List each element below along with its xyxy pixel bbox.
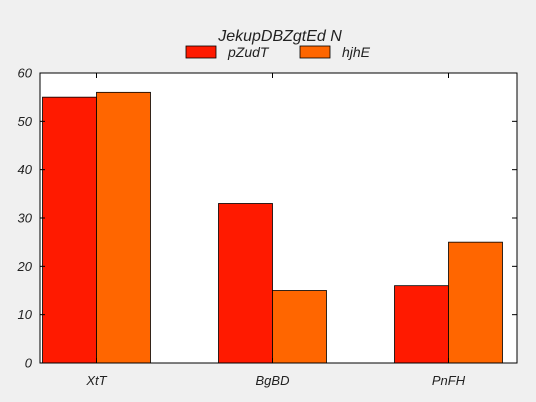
x-tick-label-xtt: XtT [85, 373, 107, 388]
y-tick-label-10: 10 [18, 307, 33, 322]
y-tick-label-30: 30 [18, 211, 33, 226]
legend-swatch-hjhe [299, 45, 331, 59]
legend-label-pzudt: pZudT [227, 44, 270, 60]
bar-hjhe-bgbd [272, 290, 327, 364]
chart-title: JekupDBZgtEd N [217, 28, 342, 45]
bar-pzudt-bgbd [218, 203, 273, 364]
bar-hjhe-pnfh [448, 241, 503, 364]
plot-frame [39, 72, 518, 364]
y-tick-label-20: 20 [17, 259, 33, 274]
y-tick-label-40: 40 [18, 162, 33, 177]
y-tick-label-60: 60 [18, 66, 33, 81]
x-tick-label-bgbd: BgBD [256, 373, 290, 388]
y-tick-label-0: 0 [25, 356, 33, 371]
legend-swatch-pzudt [185, 45, 217, 59]
legend: pZudT hjhE [185, 44, 371, 60]
x-tick-label-pnfh: PnFH [432, 373, 466, 388]
bar-hjhe-xtt [96, 91, 151, 364]
bars [42, 91, 503, 364]
bar-pzudt-pnfh [394, 285, 449, 364]
bar-pzudt-xtt [42, 96, 97, 364]
legend-label-hjhe: hjhE [342, 44, 371, 60]
axis-ticks: XtT BgBD PnFH 0 10 20 30 40 50 60 [17, 66, 517, 388]
y-tick-label-50: 50 [18, 114, 33, 129]
